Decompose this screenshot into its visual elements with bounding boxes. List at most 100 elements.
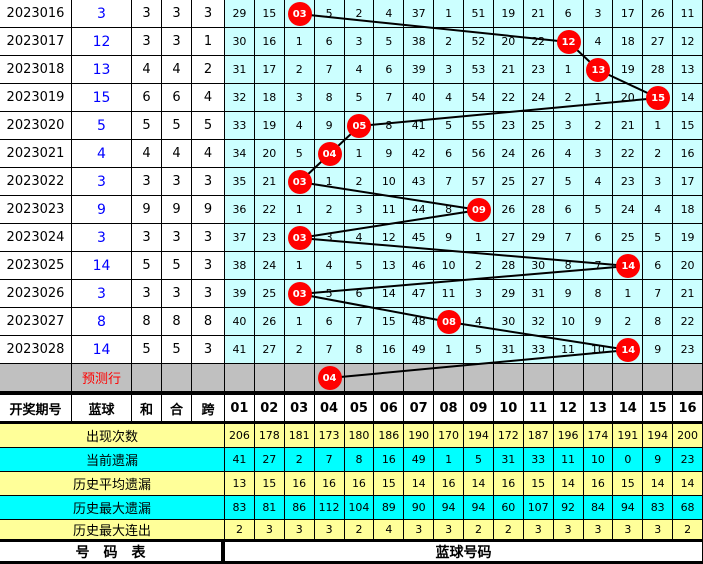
prediction-cell[interactable] bbox=[583, 364, 614, 392]
number-cell: 11 bbox=[434, 280, 464, 308]
number-cell: 18 bbox=[673, 196, 703, 224]
prediction-cell[interactable] bbox=[344, 364, 375, 392]
he-cell: 5 bbox=[132, 112, 162, 140]
blue-cell: 9 bbox=[72, 196, 132, 224]
number-cell: 56 bbox=[464, 140, 494, 168]
number-cell: 5 bbox=[374, 28, 405, 56]
number-cell: 23 bbox=[673, 336, 703, 364]
prediction-cell[interactable] bbox=[673, 364, 703, 392]
number-cell: 1 bbox=[284, 28, 315, 56]
number-cell: 6 bbox=[553, 196, 584, 224]
stat-value: 180 bbox=[344, 424, 375, 448]
prediction-cell[interactable] bbox=[254, 364, 285, 392]
number-cell: 1 bbox=[284, 252, 315, 280]
number-cell: 20 bbox=[613, 84, 644, 112]
number-cell: 3 bbox=[583, 0, 614, 28]
number-cell: 4 bbox=[434, 84, 464, 112]
number-cell: 2 bbox=[284, 336, 315, 364]
number-cell: 20 bbox=[254, 140, 285, 168]
number-cell: 6 bbox=[434, 140, 464, 168]
number-cell: 11 bbox=[553, 336, 584, 364]
stat-value: 3 bbox=[523, 520, 554, 540]
kua-cell: 4 bbox=[192, 140, 225, 168]
hit-ball: 08 bbox=[437, 310, 462, 334]
blue-cell: 14 bbox=[72, 336, 132, 364]
stat-value: 186 bbox=[374, 424, 405, 448]
number-cell: 8 bbox=[643, 308, 674, 336]
number-cell: 28 bbox=[493, 252, 524, 280]
hewei-cell: 3 bbox=[162, 168, 192, 196]
number-cell: 53 bbox=[464, 56, 494, 84]
stat-value: 104 bbox=[344, 496, 375, 520]
kua-cell: 1 bbox=[192, 28, 225, 56]
number-cell: 19 bbox=[254, 112, 285, 140]
prediction-cell[interactable] bbox=[464, 364, 494, 392]
header-number: 03 bbox=[284, 395, 315, 422]
stat-value: 172 bbox=[493, 424, 524, 448]
number-cell: 3 bbox=[464, 280, 494, 308]
number-cell: 9 bbox=[553, 280, 584, 308]
number-cell: 1 bbox=[344, 140, 375, 168]
number-cell: 40 bbox=[404, 84, 435, 112]
prediction-cell[interactable] bbox=[523, 364, 554, 392]
kua-cell: 3 bbox=[192, 0, 225, 28]
header-number: 14 bbox=[613, 395, 644, 422]
number-cell: 45 bbox=[404, 224, 435, 252]
kua-cell: 9 bbox=[192, 196, 225, 224]
hewei-cell: 6 bbox=[162, 84, 192, 112]
prediction-cell[interactable] bbox=[225, 364, 255, 392]
number-cell: 16 bbox=[254, 28, 285, 56]
number-cell: 7 bbox=[314, 56, 345, 84]
number-cell: 18 bbox=[254, 84, 285, 112]
number-cell: 3 bbox=[583, 140, 614, 168]
number-cell: 46 bbox=[404, 252, 435, 280]
stat-value: 33 bbox=[523, 448, 554, 472]
header-he: 和 bbox=[132, 395, 162, 422]
number-cell: 7 bbox=[643, 280, 674, 308]
stat-value: 200 bbox=[673, 424, 703, 448]
prediction-cell[interactable] bbox=[374, 364, 405, 392]
prediction-cell[interactable] bbox=[613, 364, 644, 392]
prediction-cell[interactable] bbox=[284, 364, 315, 392]
stat-value: 92 bbox=[553, 496, 584, 520]
prediction-cell[interactable] bbox=[553, 364, 584, 392]
he-cell: 3 bbox=[132, 224, 162, 252]
hewei-cell: 5 bbox=[162, 252, 192, 280]
number-cell: 4 bbox=[374, 0, 405, 28]
number-cell: 10 bbox=[434, 252, 464, 280]
hewei-cell: 3 bbox=[162, 280, 192, 308]
stat-value: 86 bbox=[284, 496, 315, 520]
stat-value: 173 bbox=[314, 424, 345, 448]
stat-value: 2 bbox=[673, 520, 703, 540]
number-cell: 1 bbox=[553, 56, 584, 84]
number-cell: 22 bbox=[613, 140, 644, 168]
prediction-cell[interactable] bbox=[493, 364, 524, 392]
prediction-cell[interactable] bbox=[643, 364, 674, 392]
stat-value: 8 bbox=[344, 448, 375, 472]
blue-cell: 5 bbox=[72, 112, 132, 140]
stat-value: 2 bbox=[344, 520, 375, 540]
kua-cell: 3 bbox=[192, 336, 225, 364]
he-cell: 4 bbox=[132, 56, 162, 84]
stat-value: 13 bbox=[225, 472, 255, 496]
number-cell: 48 bbox=[404, 308, 435, 336]
prediction-empty-cell bbox=[192, 364, 225, 392]
hit-ball: 12 bbox=[556, 30, 581, 54]
number-cell: 4 bbox=[583, 28, 614, 56]
hewei-cell: 5 bbox=[162, 336, 192, 364]
number-cell: 5 bbox=[344, 252, 375, 280]
number-cell: 28 bbox=[643, 56, 674, 84]
number-cell: 10 bbox=[374, 168, 405, 196]
footer-right: 蓝球号码 bbox=[225, 542, 703, 562]
blue-cell: 12 bbox=[72, 28, 132, 56]
stat-value: 15 bbox=[254, 472, 285, 496]
header-number: 09 bbox=[464, 395, 494, 422]
number-cell: 25 bbox=[613, 224, 644, 252]
prediction-cell[interactable] bbox=[434, 364, 464, 392]
stat-value: 191 bbox=[613, 424, 644, 448]
number-cell: 1 bbox=[583, 84, 614, 112]
number-cell: 47 bbox=[404, 280, 435, 308]
footer-left: 号 码 表 bbox=[0, 542, 222, 562]
prediction-cell[interactable] bbox=[404, 364, 435, 392]
number-cell: 2 bbox=[344, 0, 375, 28]
